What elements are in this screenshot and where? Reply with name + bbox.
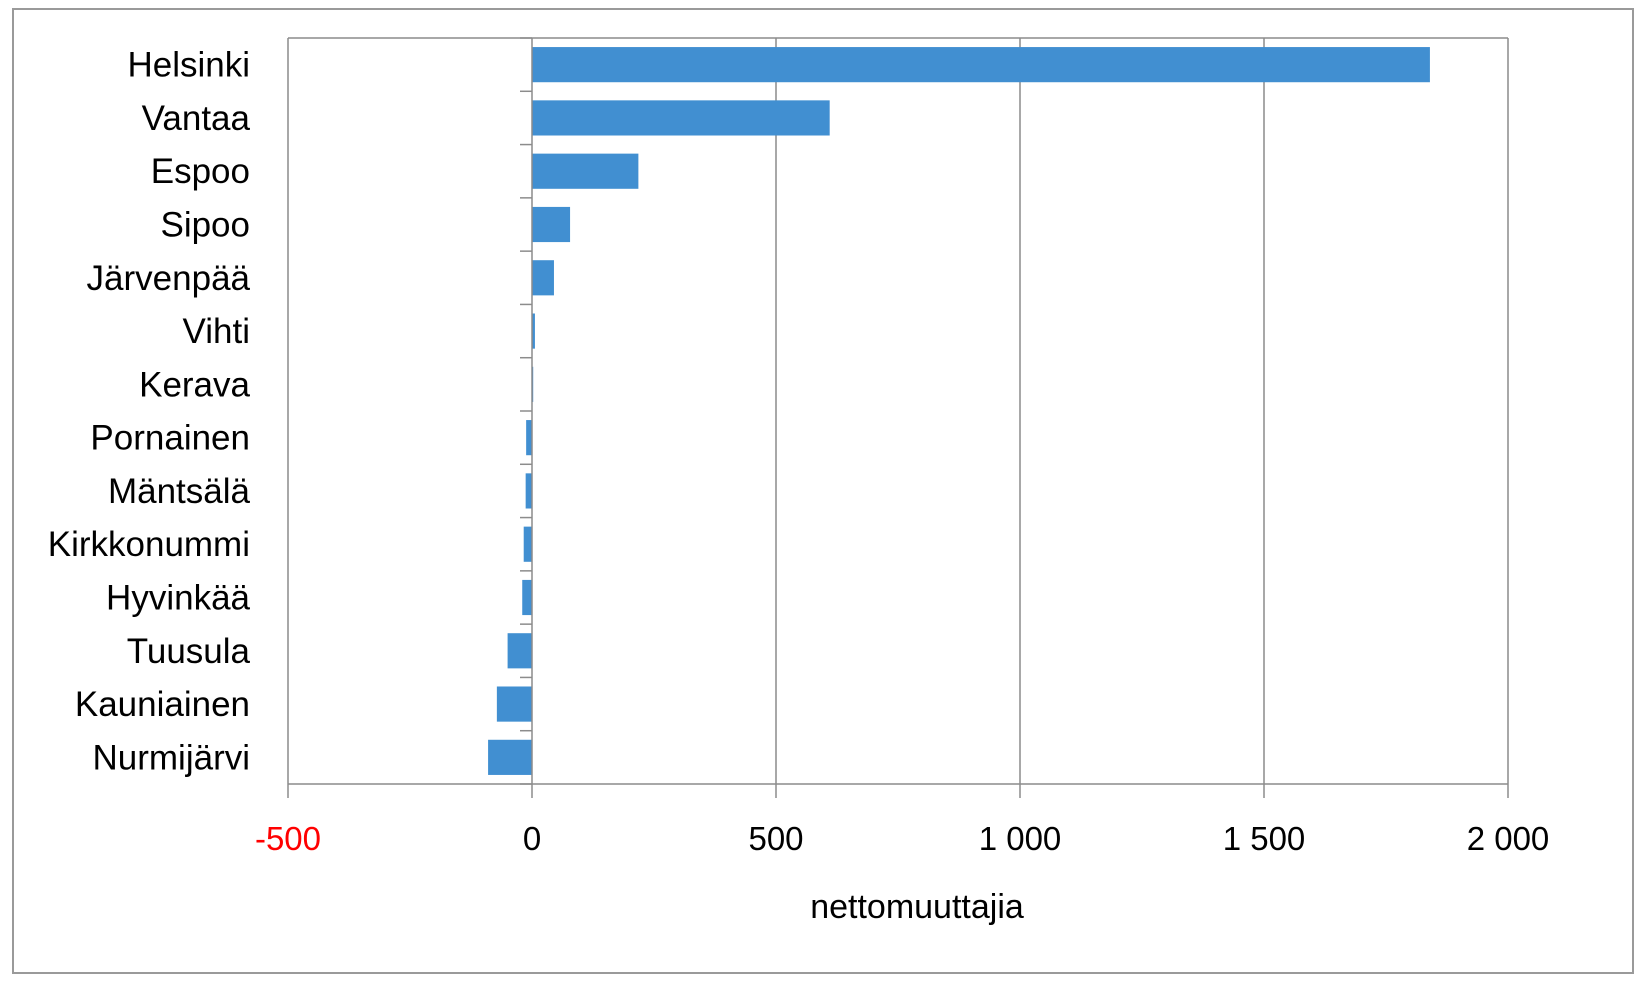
category-label: Mäntsälä (108, 472, 251, 511)
category-label: Vantaa (142, 99, 251, 138)
x-tick-labels: -500 0 500 1 000 1 500 2 000 (255, 820, 1549, 857)
bar-mäntsälä (525, 473, 532, 509)
category-label: Kirkkonummi (48, 525, 250, 564)
category-label: Kauniainen (75, 685, 250, 724)
bar-vantaa (532, 100, 830, 136)
bar-järvenpää (532, 260, 554, 296)
x-axis-title: nettomuuttajia (810, 888, 1024, 926)
bar-tuusula (507, 633, 532, 669)
x-tick-label: 1 000 (979, 820, 1062, 857)
bar-helsinki (532, 47, 1430, 83)
category-label: Vihti (183, 312, 250, 351)
category-label: Pornainen (90, 419, 250, 458)
chart-frame: Helsinki Vantaa Espoo Sipoo Järvenpää Vihti Ke… (12, 8, 1634, 974)
bar-chart: Helsinki Vantaa Espoo Sipoo Järvenpää Vihti Ke… (48, 37, 1549, 926)
bar-pornainen (526, 420, 532, 456)
category-label: Sipoo (160, 206, 250, 245)
category-label: Järvenpää (87, 259, 251, 298)
category-label: Hyvinkää (106, 579, 250, 618)
x-tick-label: -500 (255, 820, 321, 857)
category-label: Tuusula (127, 632, 251, 671)
bar-kauniainen (496, 686, 532, 722)
bar-espoo (532, 153, 639, 189)
gridlines (287, 37, 1509, 784)
x-tick-label: 1 500 (1223, 820, 1306, 857)
bar-hyvinkää (522, 579, 532, 616)
bar-sipoo (532, 206, 571, 243)
category-labels: Helsinki Vantaa Espoo Sipoo Järvenpää Vihti Ke… (48, 46, 251, 778)
bar-kirkkonummi (523, 526, 532, 562)
category-label: Espoo (151, 152, 250, 191)
category-label: Nurmijärvi (93, 738, 251, 777)
x-tick-label: 0 (523, 820, 541, 857)
axes (287, 37, 1509, 798)
category-label: Kerava (139, 365, 250, 404)
bars (488, 47, 1430, 775)
bar-nurmijärvi (488, 739, 532, 775)
x-tick-label: 500 (748, 820, 803, 857)
x-tick-label: 2 000 (1467, 820, 1550, 857)
bar-vihti (532, 313, 535, 349)
category-label: Helsinki (127, 46, 250, 85)
